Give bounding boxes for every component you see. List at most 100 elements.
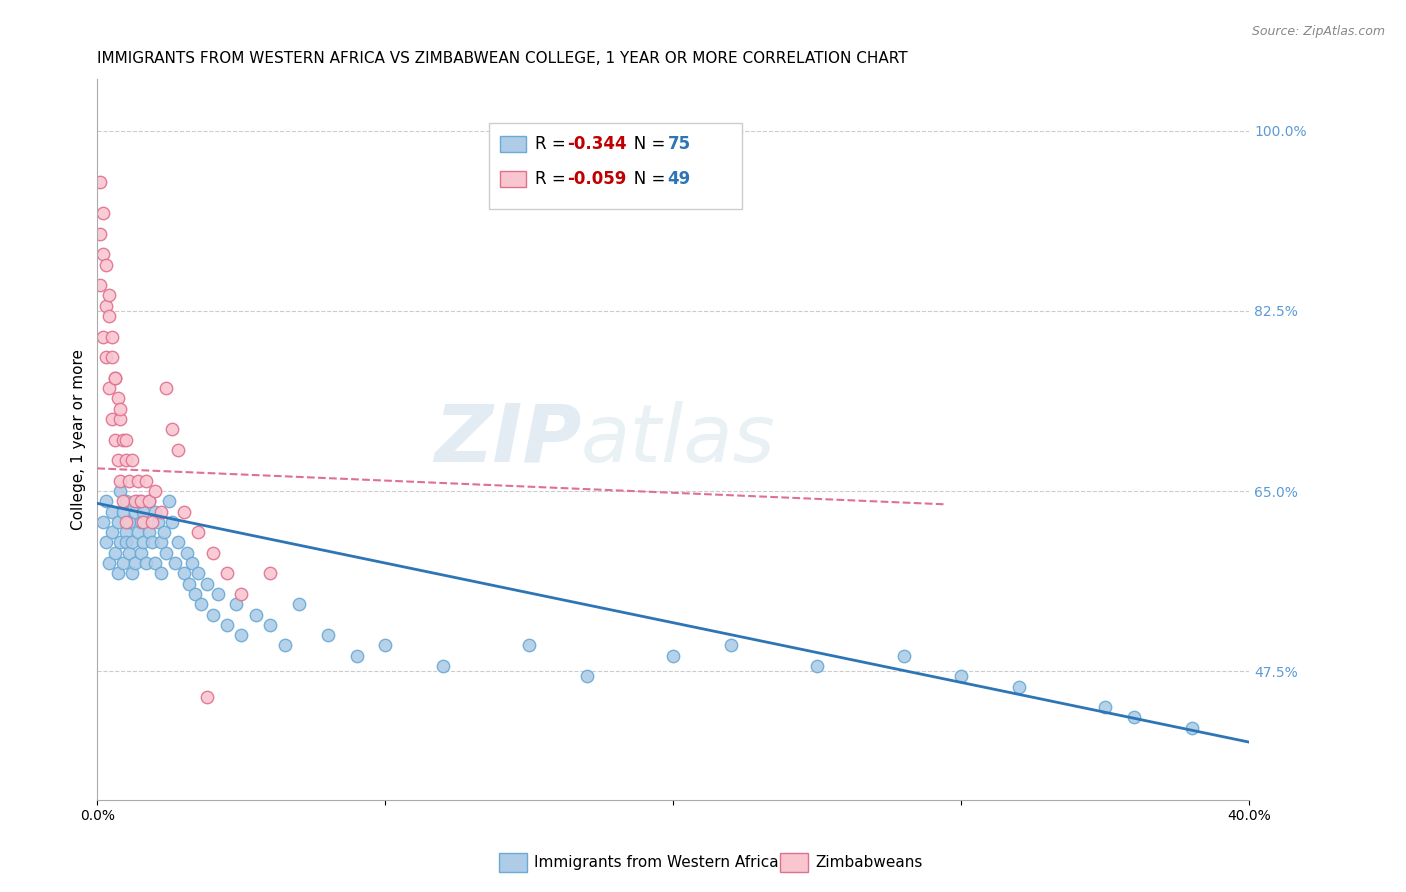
Point — [132, 535, 155, 549]
Point — [115, 433, 138, 447]
Point — [129, 515, 152, 529]
Point — [124, 505, 146, 519]
Point — [157, 494, 180, 508]
Point — [149, 535, 172, 549]
Point — [97, 288, 120, 302]
Point — [259, 617, 281, 632]
Point — [124, 494, 146, 508]
Point — [1094, 700, 1116, 714]
Point — [316, 628, 339, 642]
Point — [110, 483, 132, 498]
Point — [173, 505, 195, 519]
Point — [124, 556, 146, 570]
Point — [155, 546, 177, 560]
Point — [112, 556, 135, 570]
Point — [91, 247, 114, 261]
Point — [806, 659, 828, 673]
Point — [662, 648, 685, 663]
Point — [173, 566, 195, 581]
Text: IMMIGRANTS FROM WESTERN AFRICA VS ZIMBABWEAN COLLEGE, 1 YEAR OR MORE CORRELATION: IMMIGRANTS FROM WESTERN AFRICA VS ZIMBAB… — [97, 51, 908, 66]
Point — [94, 258, 117, 272]
Point — [115, 525, 138, 540]
Point — [167, 535, 190, 549]
Point — [149, 566, 172, 581]
Text: R =: R = — [536, 169, 571, 187]
Point — [141, 535, 163, 549]
Point — [97, 556, 120, 570]
Point — [1180, 721, 1202, 735]
FancyBboxPatch shape — [501, 136, 526, 153]
Point — [346, 648, 368, 663]
Point — [107, 453, 129, 467]
Point — [104, 371, 127, 385]
Point — [121, 453, 143, 467]
Point — [207, 587, 229, 601]
Point — [135, 474, 157, 488]
Text: atlas: atlas — [581, 401, 776, 478]
Point — [127, 474, 149, 488]
Point — [190, 597, 212, 611]
Point — [231, 628, 253, 642]
Point — [110, 474, 132, 488]
Text: Immigrants from Western Africa: Immigrants from Western Africa — [534, 855, 779, 870]
Point — [100, 505, 122, 519]
Point — [91, 329, 114, 343]
FancyBboxPatch shape — [489, 122, 742, 209]
Point — [91, 515, 114, 529]
Point — [118, 546, 141, 560]
Point — [107, 392, 129, 406]
Point — [110, 535, 132, 549]
Point — [89, 175, 111, 189]
Point — [100, 329, 122, 343]
Point — [273, 639, 295, 653]
Point — [97, 309, 120, 323]
Point — [259, 566, 281, 581]
Point — [132, 515, 155, 529]
Point — [132, 505, 155, 519]
Point — [89, 227, 111, 241]
Point — [115, 515, 138, 529]
Point — [104, 546, 127, 560]
Point — [215, 617, 238, 632]
Point — [94, 494, 117, 508]
Point — [215, 566, 238, 581]
Point — [115, 494, 138, 508]
Point — [118, 515, 141, 529]
Point — [187, 566, 209, 581]
Point — [94, 299, 117, 313]
Point — [893, 648, 915, 663]
Point — [160, 515, 183, 529]
Point — [1008, 680, 1031, 694]
Point — [146, 515, 169, 529]
Point — [176, 546, 198, 560]
Text: Zimbabweans: Zimbabweans — [815, 855, 922, 870]
Point — [160, 422, 183, 436]
Text: -0.344: -0.344 — [567, 136, 627, 153]
Point — [138, 494, 160, 508]
Point — [143, 483, 166, 498]
Point — [100, 350, 122, 364]
Point — [245, 607, 267, 622]
Point — [149, 505, 172, 519]
Point — [110, 401, 132, 416]
Point — [184, 587, 207, 601]
Text: Source: ZipAtlas.com: Source: ZipAtlas.com — [1251, 25, 1385, 38]
Y-axis label: College, 1 year or more: College, 1 year or more — [72, 349, 86, 530]
Point — [374, 639, 396, 653]
Point — [115, 535, 138, 549]
Point — [187, 525, 209, 540]
Point — [97, 381, 120, 395]
Point — [127, 525, 149, 540]
Text: 49: 49 — [668, 169, 690, 187]
Point — [181, 556, 204, 570]
Text: N =: N = — [619, 136, 671, 153]
Point — [107, 566, 129, 581]
Point — [288, 597, 311, 611]
Point — [94, 535, 117, 549]
Point — [107, 515, 129, 529]
Point — [112, 494, 135, 508]
Text: N =: N = — [619, 169, 671, 187]
Text: 75: 75 — [668, 136, 690, 153]
Text: -0.059: -0.059 — [567, 169, 627, 187]
Point — [112, 433, 135, 447]
